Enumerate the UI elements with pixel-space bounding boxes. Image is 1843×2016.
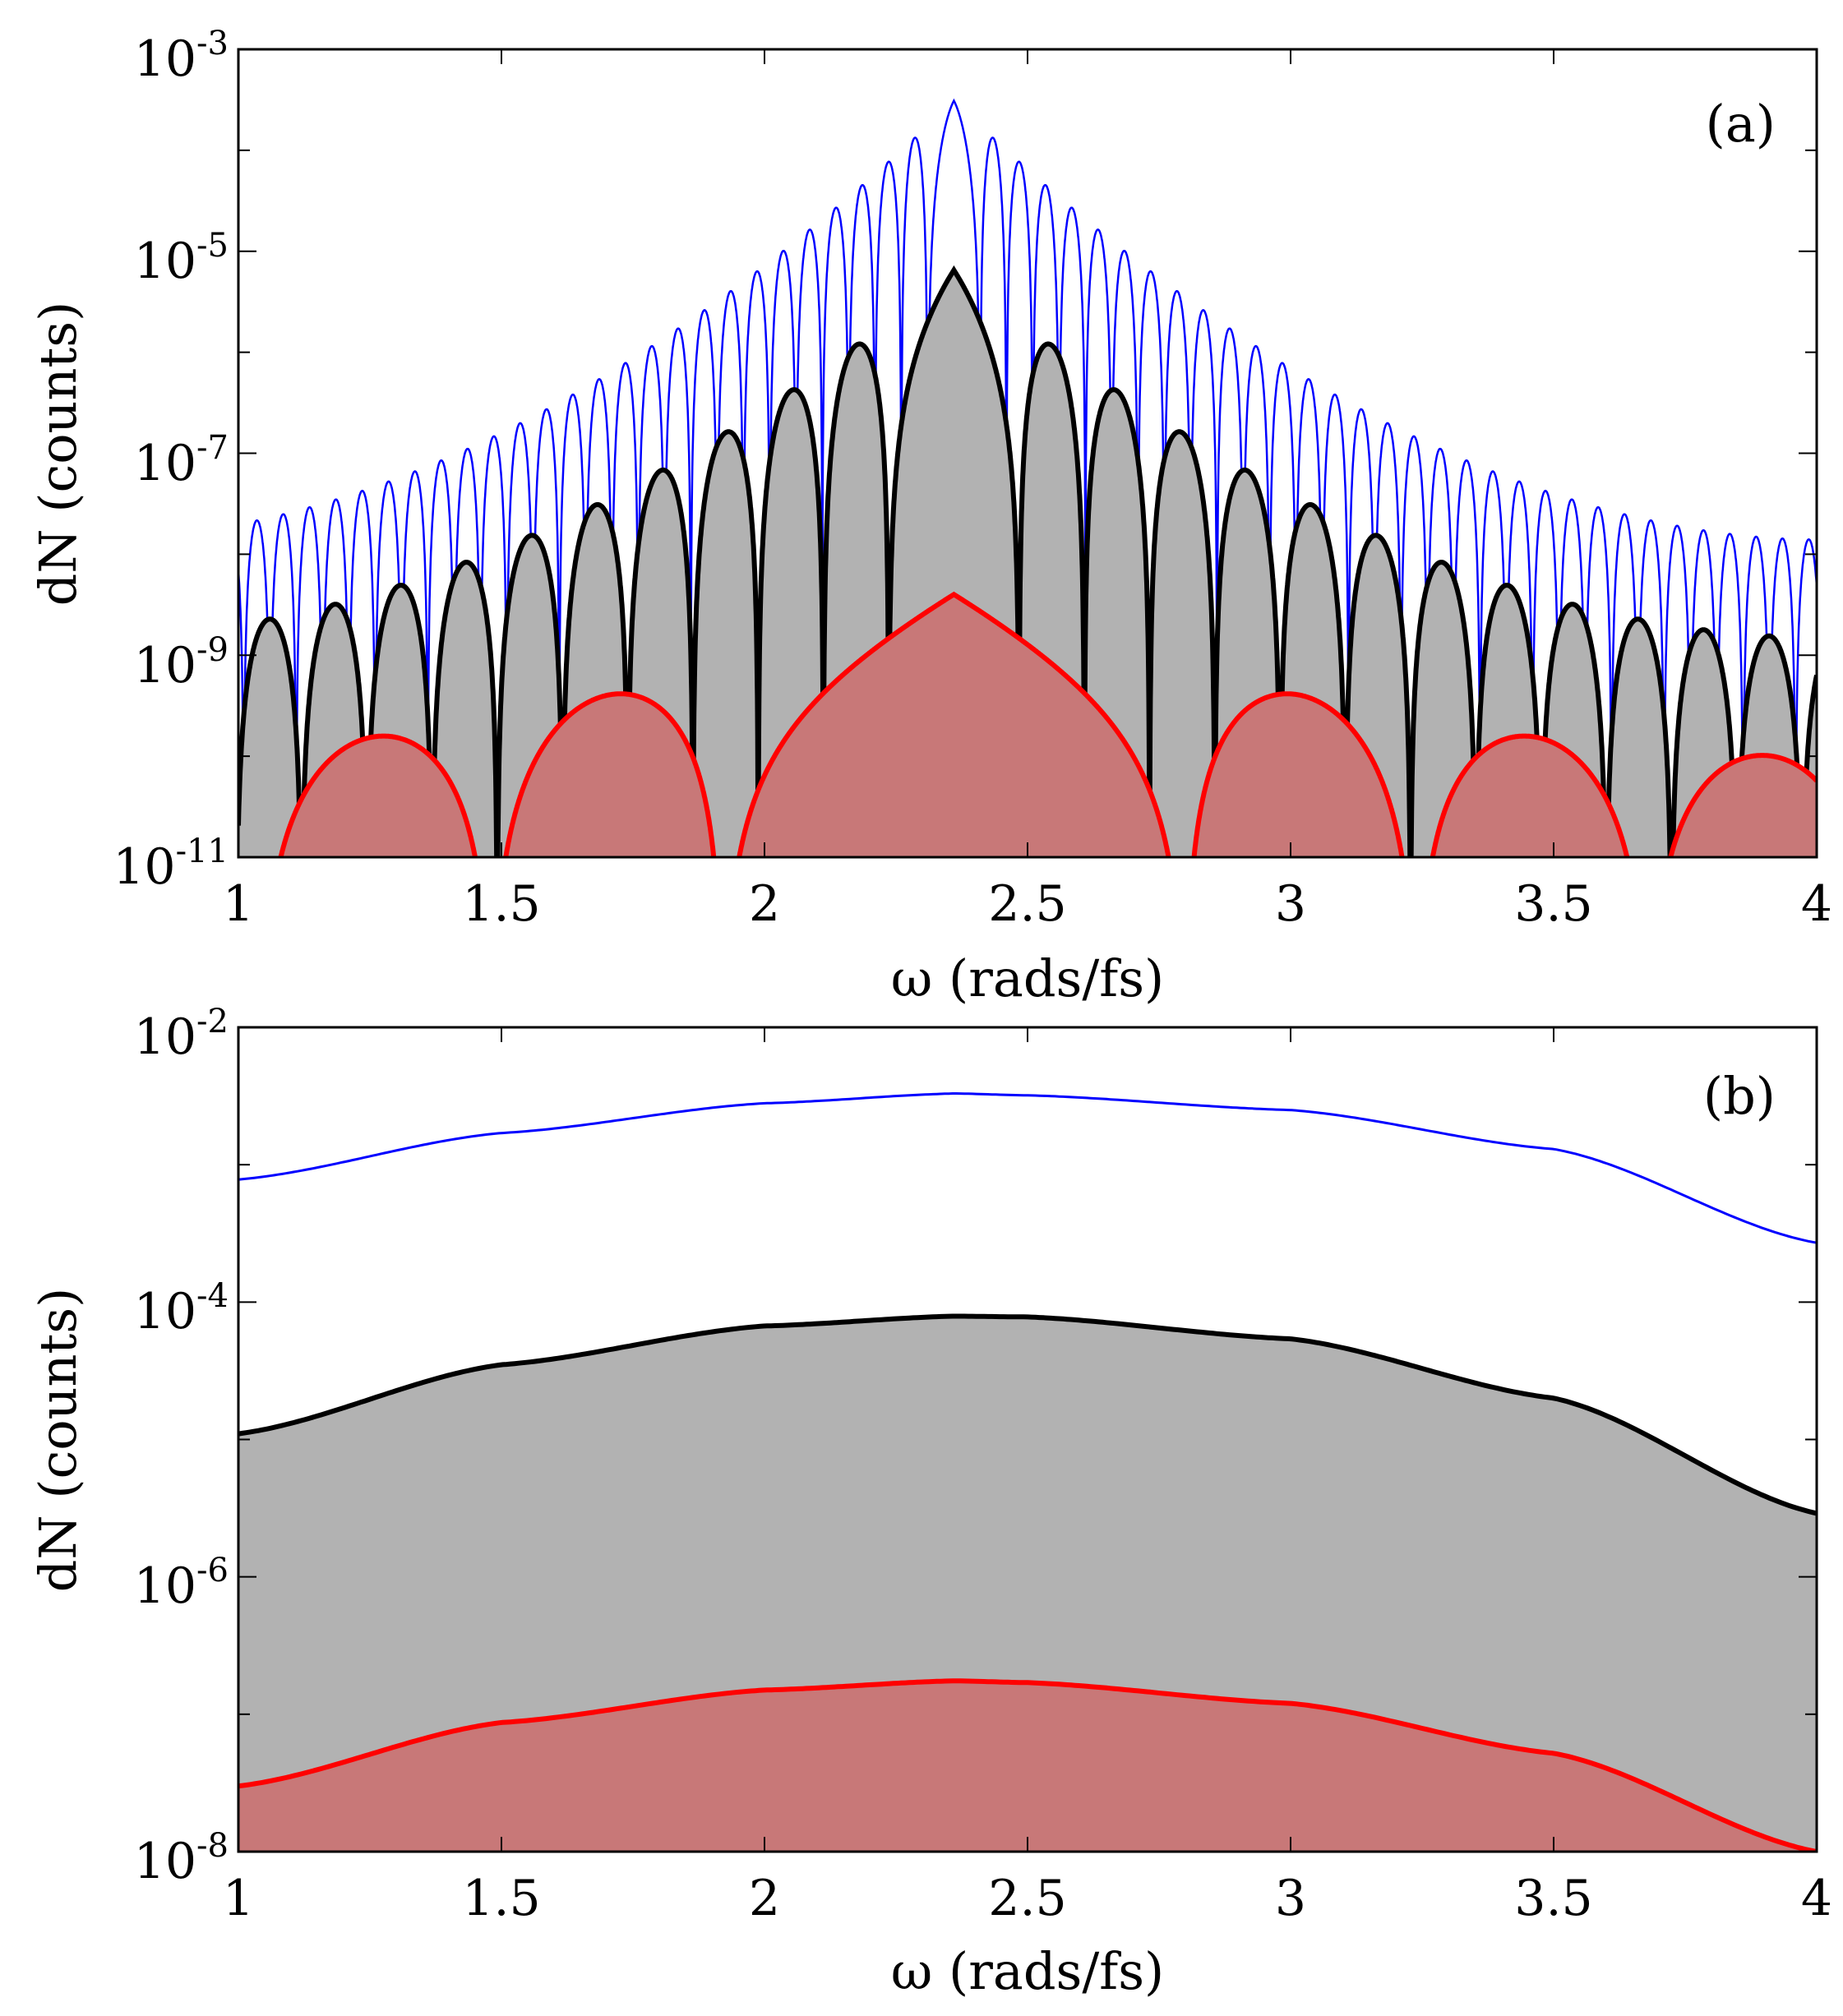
panel-a-red-area	[280, 594, 1817, 857]
x-tick-label-a-4: 3	[1275, 875, 1306, 933]
x-axis-title-b: ω (rads/fs)	[891, 1941, 1164, 2001]
x-tick-label-a-5: 3.5	[1514, 875, 1592, 933]
y-tick-label-a-2: 10-7	[134, 429, 229, 492]
x-tick-label-a-1: 1.5	[462, 875, 540, 933]
x-tick-labels-b: 1 1.5 2 2.5 3 3.5 4	[223, 1870, 1832, 1927]
x-tick-labels-a: 1 1.5 2 2.5 3 3.5 4	[223, 875, 1832, 933]
y-tick-label-a-1: 10-5	[134, 227, 229, 290]
y-tick-label-b-2: 10-6	[134, 1552, 229, 1615]
panel-a: 10-3 10-5 10-7 10-9 10-11 1 1.5 2 2.5 3 …	[28, 25, 1832, 1008]
panel-b-red-area	[238, 1681, 1817, 1852]
y-tick-label-a-4: 10-11	[113, 833, 229, 896]
y-tick-label-b-1: 10-4	[134, 1277, 229, 1340]
panel-b: 10-2 10-4 10-6 10-8 1 1.5 2 2.5 3 3.5 4 …	[28, 1003, 1832, 2001]
x-tick-label-b-3: 2.5	[988, 1870, 1066, 1927]
panel-b-blue-line	[238, 1092, 1817, 1244]
x-axis-title-a: ω (rads/fs)	[891, 948, 1164, 1008]
y-tick-labels-b: 10-2 10-4 10-6 10-8	[134, 1003, 229, 1890]
x-tick-label-b-2: 2	[749, 1870, 780, 1927]
axes-frame-b	[237, 1026, 1818, 1853]
series-group-b	[238, 1092, 1817, 1852]
panel-a-red-line	[278, 591, 1817, 857]
y-axis-title-b: dN (counts)	[28, 1288, 88, 1593]
x-tick-label-b-5: 3.5	[1514, 1870, 1592, 1927]
panel-b-red-line	[238, 1678, 1817, 1852]
x-tick-label-a-2: 2	[749, 875, 780, 933]
panel-a-black-line	[238, 265, 1817, 857]
panel-label-a: (a)	[1706, 94, 1776, 154]
y-tick-label-b-3: 10-8	[134, 1827, 229, 1890]
x-tick-label-b-4: 3	[1275, 1870, 1306, 1927]
x-tick-label-a-0: 1	[223, 875, 254, 933]
panel-a-blue-line	[238, 98, 1817, 857]
series-group-a	[238, 98, 1817, 857]
axes-frame-a	[237, 48, 1818, 859]
x-tick-label-b-1: 1.5	[462, 1870, 540, 1927]
panel-b-black-line	[238, 1313, 1817, 1516]
panel-label-b: (b)	[1703, 1066, 1776, 1126]
x-tick-label-b-6: 4	[1801, 1870, 1832, 1927]
y-axis-title-a: dN (counts)	[28, 302, 88, 607]
y-tick-label-b-0: 10-2	[134, 1003, 229, 1066]
x-tick-label-b-0: 1	[223, 1870, 254, 1927]
y-tick-label-a-0: 10-3	[134, 25, 229, 88]
x-tick-label-a-3: 2.5	[988, 875, 1066, 933]
y-tick-label-a-3: 10-9	[134, 631, 229, 694]
y-tick-labels-a: 10-3 10-5 10-7 10-9 10-11	[113, 25, 229, 896]
x-tick-label-a-6: 4	[1801, 875, 1832, 933]
